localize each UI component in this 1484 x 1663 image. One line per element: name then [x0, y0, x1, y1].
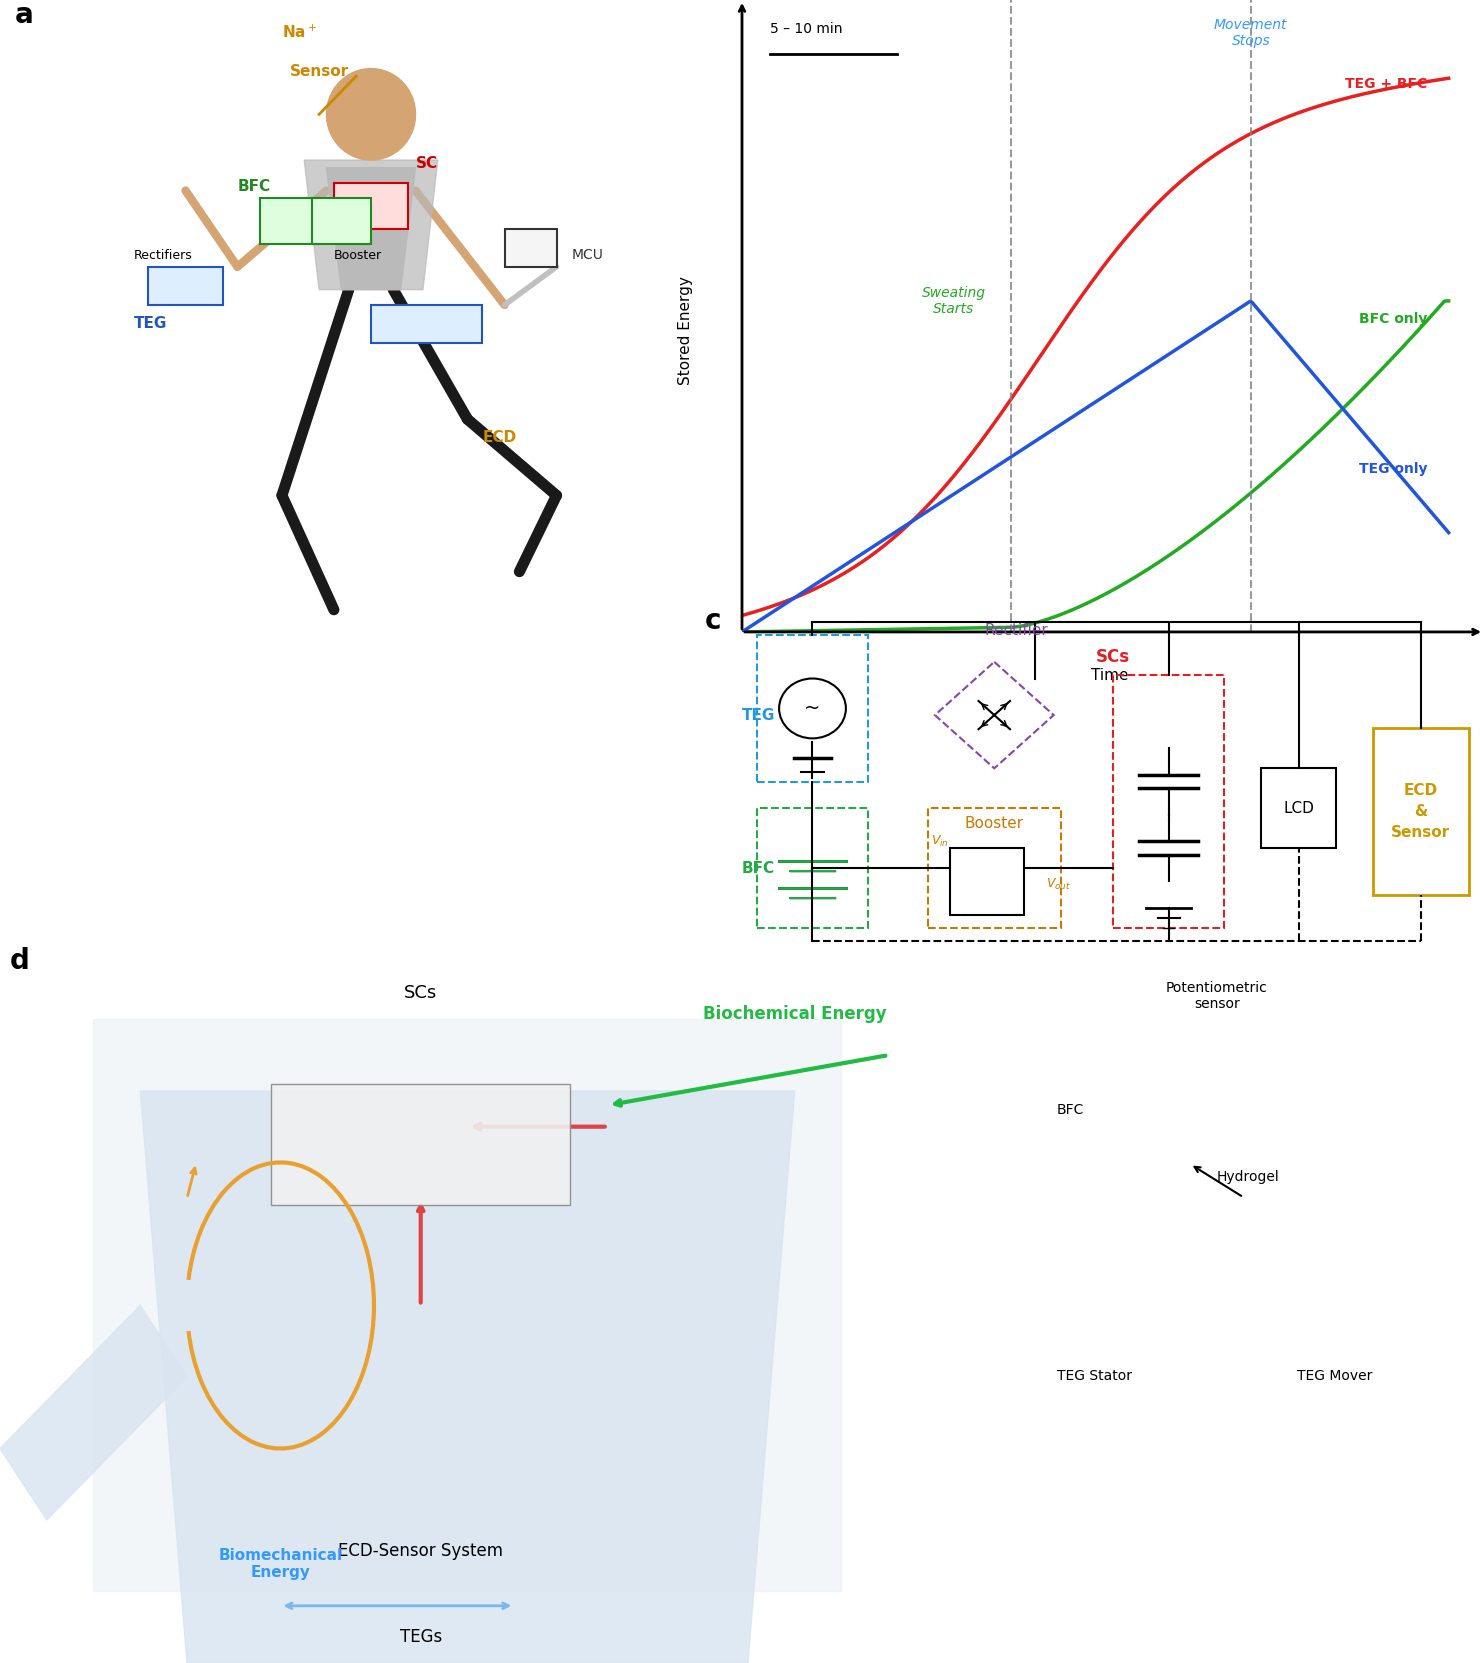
Polygon shape — [139, 1091, 795, 1663]
Text: Sweating
Starts: Sweating Starts — [922, 286, 985, 316]
FancyBboxPatch shape — [371, 304, 482, 343]
Bar — [1113, 675, 1224, 928]
Text: ECD-Sensor System: ECD-Sensor System — [338, 1542, 503, 1560]
Text: Rectifier: Rectifier — [985, 624, 1048, 639]
Bar — [1373, 728, 1469, 895]
Text: TEG Mover: TEG Mover — [1297, 1369, 1373, 1384]
Text: ~: ~ — [804, 698, 821, 718]
Text: Potentiometric
sensor: Potentiometric sensor — [1166, 981, 1267, 1011]
Text: Stored Energy: Stored Energy — [678, 276, 693, 386]
Polygon shape — [0, 1305, 187, 1520]
FancyBboxPatch shape — [334, 183, 408, 228]
Polygon shape — [326, 168, 416, 289]
Text: Booster: Booster — [965, 817, 1024, 832]
Text: ECD: ECD — [482, 431, 516, 446]
Polygon shape — [93, 1019, 841, 1591]
Polygon shape — [304, 160, 438, 289]
Text: $V_{in}$: $V_{in}$ — [932, 833, 950, 848]
Bar — [757, 808, 868, 928]
Text: MCU: MCU — [571, 248, 603, 263]
Bar — [1261, 768, 1336, 848]
Text: TEG + BFC: TEG + BFC — [1345, 76, 1428, 91]
FancyBboxPatch shape — [260, 198, 319, 244]
Text: TEG: TEG — [742, 707, 775, 723]
FancyBboxPatch shape — [505, 228, 556, 266]
Bar — [757, 635, 868, 782]
Text: SC: SC — [416, 156, 438, 171]
Text: $V_{out}$: $V_{out}$ — [1046, 876, 1071, 891]
Bar — [928, 808, 1061, 928]
Text: Rectifiers: Rectifiers — [134, 249, 193, 263]
FancyBboxPatch shape — [148, 266, 223, 304]
Text: ECD
&
Sensor: ECD & Sensor — [1392, 783, 1450, 840]
Text: a: a — [15, 2, 34, 28]
Text: Biochemical Energy: Biochemical Energy — [703, 1006, 886, 1023]
Text: Na$^+$: Na$^+$ — [282, 23, 318, 42]
Text: c: c — [705, 607, 721, 635]
Text: LCD: LCD — [1284, 800, 1313, 817]
Text: TEG only: TEG only — [1359, 462, 1428, 476]
Text: 5 – 10 min: 5 – 10 min — [770, 22, 843, 37]
FancyBboxPatch shape — [272, 1084, 570, 1206]
Text: Hydrogel: Hydrogel — [1217, 1169, 1279, 1184]
Text: Biomechanical
Energy: Biomechanical Energy — [218, 1548, 343, 1580]
Text: TEGs: TEGs — [399, 1628, 442, 1646]
Text: TEG Stator: TEG Stator — [1057, 1369, 1132, 1384]
Text: BFC: BFC — [1057, 1103, 1083, 1118]
Text: BFC only: BFC only — [1359, 313, 1428, 326]
FancyBboxPatch shape — [312, 198, 371, 244]
Text: d: d — [9, 948, 30, 976]
Text: TEG: TEG — [134, 316, 166, 331]
Bar — [950, 848, 1024, 915]
Circle shape — [326, 68, 416, 160]
Text: Sensor: Sensor — [289, 65, 349, 80]
Text: SCs: SCs — [404, 984, 438, 1003]
Text: Booster: Booster — [334, 249, 381, 263]
Text: Time: Time — [1091, 669, 1128, 683]
Text: Movement
Stops: Movement Stops — [1214, 18, 1288, 48]
Text: BFC: BFC — [237, 178, 270, 193]
Text: SCs: SCs — [1097, 649, 1129, 665]
Text: BFC: BFC — [742, 860, 775, 876]
